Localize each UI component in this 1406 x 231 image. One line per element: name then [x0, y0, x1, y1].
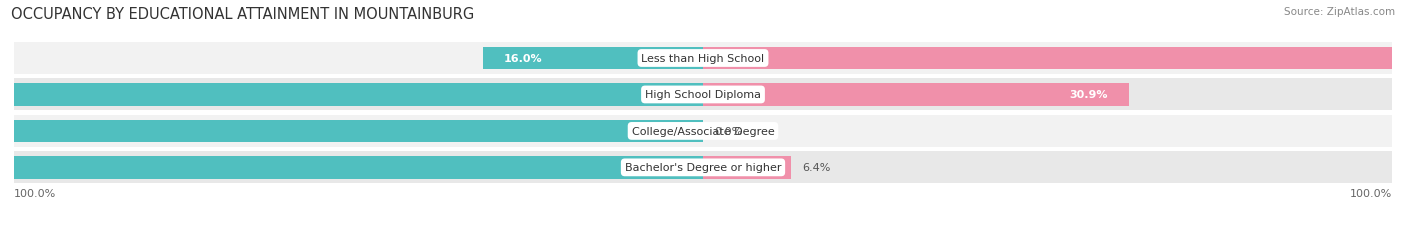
- Bar: [0, 156, 703, 179]
- Bar: [703, 156, 792, 179]
- Text: OCCUPANCY BY EDUCATIONAL ATTAINMENT IN MOUNTAINBURG: OCCUPANCY BY EDUCATIONAL ATTAINMENT IN M…: [11, 7, 474, 22]
- Bar: [0, 120, 703, 143]
- Text: Bachelor's Degree or higher: Bachelor's Degree or higher: [624, 163, 782, 173]
- Text: 6.4%: 6.4%: [803, 163, 831, 173]
- Bar: [703, 48, 1406, 70]
- Text: 30.9%: 30.9%: [1070, 90, 1108, 100]
- Text: 100.0%: 100.0%: [1350, 188, 1392, 198]
- Text: High School Diploma: High School Diploma: [645, 90, 761, 100]
- Bar: [14, 115, 1392, 147]
- Bar: [14, 79, 1392, 111]
- Text: 16.0%: 16.0%: [503, 54, 541, 64]
- Text: Less than High School: Less than High School: [641, 54, 765, 64]
- Bar: [14, 152, 1392, 184]
- Text: 0.0%: 0.0%: [714, 126, 742, 136]
- Bar: [14, 43, 1392, 75]
- Text: College/Associate Degree: College/Associate Degree: [631, 126, 775, 136]
- Bar: [0, 84, 703, 106]
- Bar: [703, 84, 1129, 106]
- Text: Source: ZipAtlas.com: Source: ZipAtlas.com: [1284, 7, 1395, 17]
- Bar: [482, 48, 703, 70]
- Text: 100.0%: 100.0%: [14, 188, 56, 198]
